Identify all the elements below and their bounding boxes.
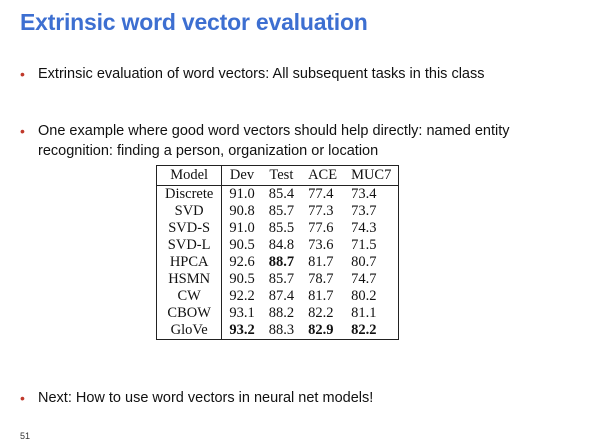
table-cell-model: HPCA [156,254,223,271]
table-header-cell: Test [261,165,302,186]
table-cell-value: 74.7 [351,271,377,287]
table-cell-model: HSMN [156,271,223,288]
table-header-cell: Model [156,165,223,186]
ner-results-table: Model Dev Test ACE MUC7 Discrete 91.0 85.4… [156,165,400,340]
table-cell-value: 77.3 [308,203,334,219]
table-cell-value: 80.7 [351,254,377,270]
table-cell-value: 73.4 [351,186,377,202]
table-cell-model: Discrete [156,185,223,203]
table-cell-value: 93.1 [229,305,255,321]
bullet-marker: • [20,123,25,139]
table-cell-model: SVD-S [156,220,223,237]
table-cell-value: 78.7 [308,271,334,287]
table-cell-value: 87.4 [268,288,295,304]
table-row: CW 92.2 87.4 81.7 80.2 [156,288,399,305]
table-row: Discrete 91.0 85.4 77.4 73.4 [156,185,399,203]
table-header-cell: MUC7 [344,165,399,186]
table-cell-model: CW [156,288,223,305]
table-row: CBOW 93.1 88.2 82.2 81.1 [156,305,399,322]
bullet-item-next: • Next: How to use word vectors in neura… [20,388,568,408]
table-cell-value: 77.4 [308,186,334,202]
table-cell-model: SVD-L [156,237,223,254]
table-row: HPCA 92.6 88.7 81.7 80.7 [156,254,399,271]
table-cell-value: 90.5 [229,271,255,287]
table-cell-value: 90.8 [229,203,255,219]
bullet-text: Extrinsic evaluation of word vectors: Al… [38,66,485,82]
table-row: SVD-L 90.5 84.8 73.6 71.5 [156,237,399,254]
bullet-marker: • [20,66,25,82]
table-cell-value: 93.2 [229,322,255,338]
table-cell-value: 81.7 [308,288,334,304]
table-row: HSMN 90.5 85.7 78.7 74.7 [156,271,399,288]
table-cell-model: GloVe [156,322,223,340]
table-cell-model: CBOW [156,305,223,322]
bullet-item-extrinsic: • Extrinsic evaluation of word vectors: … [20,64,568,84]
table-cell-value: 88.7 [268,254,295,270]
table-header-cell: Dev [221,165,262,186]
bullet-marker: • [20,390,25,406]
table-cell-value: 90.5 [229,237,255,253]
table-cell-value: 82.2 [351,322,377,338]
table-row: SVD-S 91.0 85.5 77.6 74.3 [156,220,399,237]
page-number: 51 [20,431,31,441]
table-header-cell: ACE [301,165,345,186]
bullet-text: Next: How to use word vectors in neural … [38,390,374,406]
table-cell-value: 92.2 [229,288,255,304]
table-cell-value: 73.6 [308,237,334,253]
table-cell-value: 81.1 [351,305,377,321]
table-cell-value: 84.8 [268,237,295,253]
table-cell-value: 80.2 [351,288,377,304]
table-cell-value: 91.0 [229,186,255,202]
table-cell-model: SVD [156,203,223,220]
bullet-item-ner-example: • One example where good word vectors sh… [20,121,568,161]
table-row: SVD 90.8 85.7 77.3 73.7 [156,203,399,220]
table-row: GloVe 93.2 88.3 82.9 82.2 [156,322,399,340]
table-cell-value: 85.5 [268,220,295,236]
table-cell-value: 71.5 [351,237,377,253]
table-cell-value: 85.7 [268,203,295,219]
table-body: Discrete 91.0 85.4 77.4 73.4 SVD 90.8 85.7 77.3 7… [156,185,399,340]
table-header-row: Model Dev Test ACE MUC7 [156,165,399,186]
table-cell-value: 92.6 [229,254,255,270]
table-cell-value: 85.4 [268,186,295,202]
table-cell-value: 81.7 [308,254,334,270]
table-cell-value: 77.6 [308,220,334,236]
table-cell-value: 88.3 [268,322,295,338]
slide-title: Extrinsic word vector evaluation [20,9,368,35]
table-cell-value: 85.7 [268,271,295,287]
bullet-text: One example where good word vectors shou… [38,123,510,159]
table-cell-value: 82.9 [308,322,334,338]
table-cell-value: 91.0 [229,220,255,236]
table-cell-value: 82.2 [308,305,334,321]
table-cell-value: 74.3 [351,220,377,236]
table-cell-value: 88.2 [268,305,295,321]
table-cell-value: 73.7 [351,203,377,219]
